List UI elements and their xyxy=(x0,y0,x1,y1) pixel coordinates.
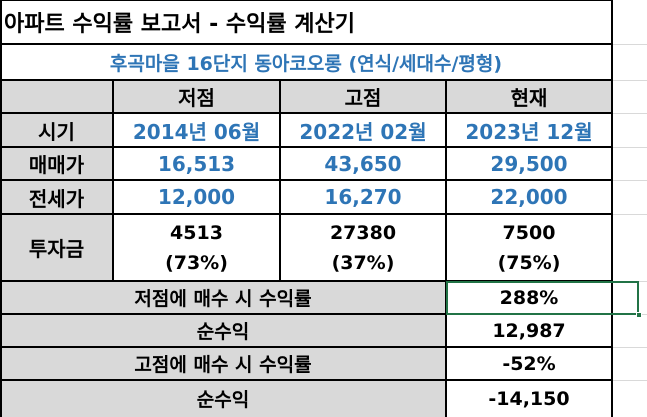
header-low[interactable]: 저점 xyxy=(113,80,280,113)
net-profit-high-label[interactable]: 순수익 xyxy=(0,380,446,417)
period-low[interactable]: 2014년 06월 xyxy=(132,119,261,144)
header-corner-cell[interactable] xyxy=(0,80,113,113)
active-cell-selection xyxy=(446,281,639,315)
sale-price-current[interactable]: 29,500 xyxy=(490,151,568,176)
table-border xyxy=(0,146,613,148)
table-border xyxy=(0,213,613,215)
table-border xyxy=(0,280,613,282)
sheet-gridline xyxy=(612,347,647,348)
period-current[interactable]: 2023년 12월 xyxy=(465,119,593,144)
sale-price-high[interactable]: 43,650 xyxy=(324,151,402,176)
investment-low-percent: (73%) xyxy=(165,251,228,274)
jeonse-price-low[interactable]: 12,000 xyxy=(157,185,236,209)
investment-current-percent: (75%) xyxy=(497,251,561,274)
table-border xyxy=(0,379,613,381)
sheet-gridline xyxy=(612,214,647,215)
sheet-gridline xyxy=(612,44,647,45)
sale-price-low[interactable]: 16,513 xyxy=(157,151,236,176)
table-border xyxy=(611,0,613,417)
net-profit-low-value[interactable]: 12,987 xyxy=(492,319,566,342)
jeonse-price-high[interactable]: 16,270 xyxy=(324,185,402,209)
return-if-bought-high-label[interactable]: 고점에 매수 시 수익률 xyxy=(0,347,446,380)
sale-price-label[interactable]: 매매가 xyxy=(0,147,113,180)
table-border xyxy=(279,80,281,281)
table-border xyxy=(0,346,613,348)
header-high[interactable]: 고점 xyxy=(280,80,446,113)
table-border xyxy=(0,79,613,81)
jeonse-price-current[interactable]: 22,000 xyxy=(490,185,568,209)
net-profit-high-value[interactable]: -14,150 xyxy=(488,387,570,410)
sheet-gridline xyxy=(612,147,647,148)
investment-high[interactable]: 27380 (37%) xyxy=(280,214,446,281)
table-border xyxy=(112,80,114,281)
investment-low[interactable]: 4513 (73%) xyxy=(113,214,280,281)
report-title[interactable]: 아파트 수익률 보고서 - 수익률 계산기 xyxy=(4,12,356,37)
table-border xyxy=(0,313,613,315)
jeonse-price-label[interactable]: 전세가 xyxy=(0,180,113,214)
net-profit-low-label[interactable]: 순수익 xyxy=(0,314,446,347)
sheet-gridline xyxy=(612,380,647,381)
return-if-bought-low-label[interactable]: 저점에 매수 시 수익률 xyxy=(0,281,446,314)
period-high[interactable]: 2022년 02월 xyxy=(299,119,427,144)
table-border xyxy=(0,0,2,417)
sheet-gridline xyxy=(612,180,647,181)
investment-current-amount: 7500 xyxy=(502,221,556,244)
table-border xyxy=(445,80,447,417)
period-label[interactable]: 시기 xyxy=(0,113,113,147)
investment-high-amount: 27380 xyxy=(329,221,397,244)
investment-low-amount: 4513 xyxy=(170,221,223,244)
table-border xyxy=(0,43,613,45)
table-border xyxy=(0,179,613,181)
table-border xyxy=(0,112,613,114)
return-if-bought-low-value[interactable]: 288% xyxy=(499,286,559,309)
investment-current[interactable]: 7500 (75%) xyxy=(446,214,612,281)
investment-high-percent: (37%) xyxy=(331,251,395,274)
investment-label[interactable]: 투자금 xyxy=(0,214,113,281)
sheet-gridline xyxy=(612,113,647,114)
return-if-bought-high-value[interactable]: -52% xyxy=(502,352,556,375)
sheet-gridline xyxy=(612,80,647,81)
complex-name-cell[interactable]: 후곡마을 16단지 동아코오롱 (연식/세대수/평형) xyxy=(109,52,503,75)
table-border xyxy=(0,0,613,1)
header-current[interactable]: 현재 xyxy=(446,80,612,113)
fill-handle[interactable] xyxy=(636,312,642,318)
